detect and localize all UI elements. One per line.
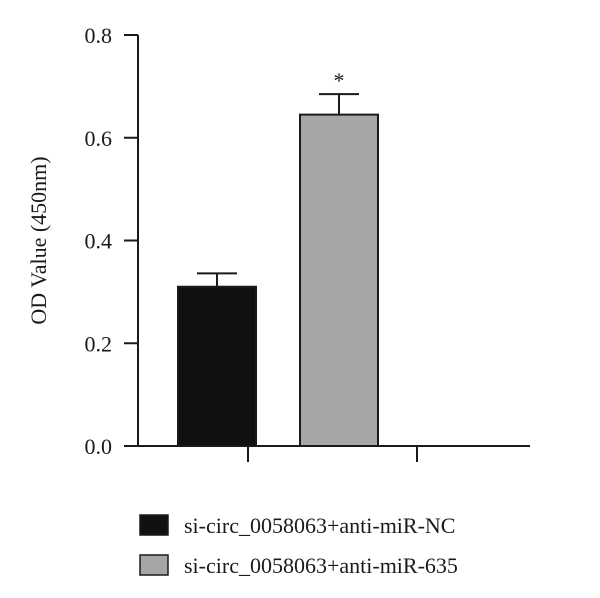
significance-marker: *: [334, 68, 345, 93]
legend: si-circ_0058063+anti-miR-NC si-circ_00580…: [139, 513, 458, 578]
legend-swatch-1: [139, 514, 169, 536]
plot-area: *: [177, 68, 379, 447]
y-tick-label: 0.4: [85, 229, 113, 254]
y-tick-label: 0.6: [85, 126, 113, 151]
legend-label-2: si-circ_0058063+anti-miR-635: [184, 553, 458, 578]
y-tick-label: 0.8: [85, 23, 113, 48]
y-tick-label: 0.2: [85, 331, 113, 356]
y-tick-label: 0.0: [85, 434, 113, 459]
legend-swatch-2: [139, 554, 169, 576]
y-axis-title: OD Value (450nm): [26, 156, 51, 324]
x-axis: [138, 445, 530, 462]
bar-1: [177, 285, 257, 447]
legend-label-1: si-circ_0058063+anti-miR-NC: [184, 513, 455, 538]
bar-2: [299, 113, 379, 447]
y-axis: 0.0 0.2 0.4 0.6 0.8: [85, 23, 139, 459]
